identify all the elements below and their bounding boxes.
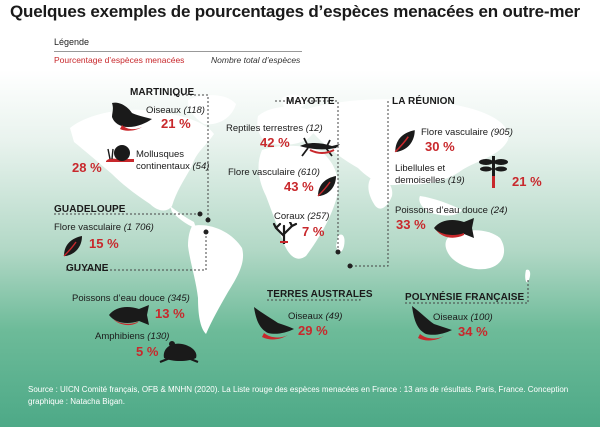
martinique-dot <box>205 217 211 223</box>
region-terres-australes: TERRES AUSTRALES <box>267 289 373 300</box>
reunion-connector <box>352 101 389 267</box>
pf-oiseaux-percent: 34 % <box>458 324 488 339</box>
mq-mollusques-label-1: Mollusques <box>136 149 185 160</box>
region-mayotte: MAYOTTE <box>286 96 335 107</box>
pf-oiseaux-label: Oiseaux (100) <box>433 312 493 323</box>
source-credit: Source : UICN Comité français, OFB & MNH… <box>28 385 569 406</box>
india <box>368 176 393 209</box>
north-america <box>70 109 214 211</box>
snail-icon <box>106 145 134 162</box>
frog-icon <box>159 341 199 364</box>
location-dots <box>197 211 353 269</box>
re-libellules-label-1: Libellules et <box>395 163 446 174</box>
scandinavia <box>282 94 306 110</box>
re-flore-label: Flore vasculaire (905) <box>421 127 513 138</box>
page-title: Quelques exemples de pourcentages d’espè… <box>10 2 580 21</box>
my-reptiles-percent: 42 % <box>260 135 290 150</box>
gp-flore-percent: 15 % <box>89 236 119 251</box>
region-martinique: MARTINIQUE <box>130 87 195 98</box>
fish-icon <box>109 305 149 326</box>
greenland <box>188 95 236 125</box>
re-poissons-label: Poissons d’eau douce (24) <box>395 205 508 216</box>
legend-percent-label: Pourcentage d’espèces menacées <box>54 55 185 65</box>
re-poissons-percent: 33 % <box>396 217 426 232</box>
gy-poissons-percent: 13 % <box>155 306 185 321</box>
leaf-icon <box>317 176 336 197</box>
leaf-icon <box>63 236 82 257</box>
re-flore-percent: 30 % <box>425 139 455 154</box>
madagascar <box>336 234 345 252</box>
legend-title: Légende <box>54 37 90 47</box>
mayotte-connector <box>275 100 339 250</box>
gp-flore-label: Flore vasculaire (1 706) <box>54 222 154 233</box>
new-zealand <box>525 269 531 283</box>
leaf-icon <box>394 130 415 153</box>
legend-divider <box>54 51 302 52</box>
gy-amphibiens-label: Amphibiens (130) <box>95 331 170 342</box>
gy-poissons-label: Poissons d’eau douce (345) <box>72 293 190 304</box>
my-flore-percent: 43 % <box>284 179 314 194</box>
region-reunion: LA RÉUNION <box>392 96 455 107</box>
re-libellules-label-2: demoiselles (19) <box>395 175 465 186</box>
ta-oiseaux-percent: 29 % <box>298 323 328 338</box>
my-coraux-percent: 7 % <box>302 224 325 239</box>
guyane-connector <box>66 232 207 271</box>
mq-oiseaux-label: Oiseaux (118) <box>146 105 205 116</box>
ta-oiseaux-label: Oiseaux (49) <box>288 311 343 322</box>
fish-icon <box>434 218 474 238</box>
my-reptiles-label: Reptiles terrestres (12) <box>226 123 323 134</box>
dragonfly-icon <box>479 156 508 188</box>
central-america <box>170 206 196 228</box>
bird-icon <box>412 306 452 341</box>
mayotte-dot <box>335 249 341 255</box>
polynesie-connector <box>405 280 529 304</box>
legend-count-label: Nombre total d’espèces <box>211 55 301 65</box>
coral-icon <box>272 222 298 244</box>
south-east-asia <box>419 196 462 216</box>
australia <box>445 230 505 270</box>
reunion-dot <box>347 263 353 269</box>
region-guadeloupe: GUADELOUPE <box>54 204 126 215</box>
mq-mollusques-label-2: continentaux (54) <box>136 161 210 172</box>
south-america <box>188 225 244 334</box>
mq-oiseaux-percent: 21 % <box>161 116 191 131</box>
guyane-dot <box>203 229 209 235</box>
region-polynesie: POLYNÉSIE FRANÇAISE <box>405 292 525 303</box>
africa <box>258 145 339 259</box>
bird-icon <box>254 307 294 340</box>
bird-icon <box>112 102 152 131</box>
region-guyane: GUYANE <box>66 263 109 274</box>
connector-lines <box>54 94 529 304</box>
gecko-icon <box>300 137 340 157</box>
gy-amphibiens-percent: 5 % <box>136 344 159 359</box>
re-libellules-percent: 21 % <box>512 174 542 189</box>
martinique-connector <box>170 94 209 218</box>
mq-mollusques-percent: 28 % <box>72 160 102 175</box>
europe <box>257 106 318 145</box>
my-flore-label: Flore vasculaire (610) <box>228 167 320 178</box>
guadeloupe-dot <box>197 211 203 217</box>
land-masses <box>70 94 531 334</box>
my-coraux-label: Coraux (257) <box>274 211 330 222</box>
terres-australes-connector <box>267 296 361 301</box>
